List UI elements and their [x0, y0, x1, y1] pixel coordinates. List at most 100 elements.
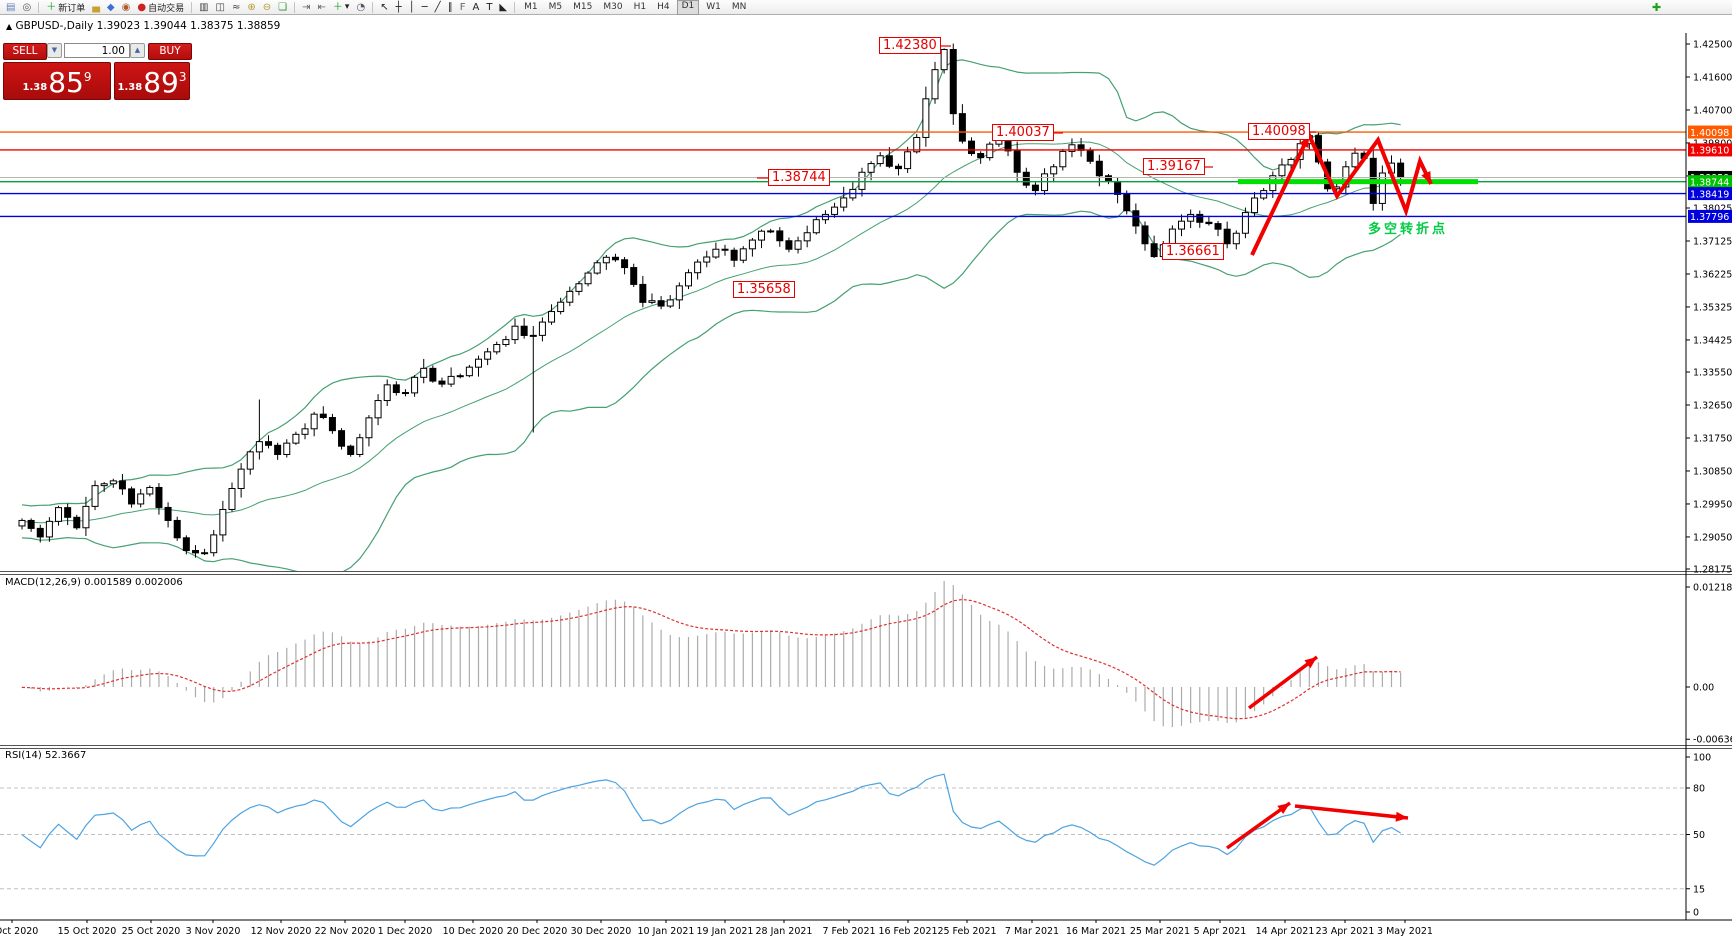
search-icon[interactable]: ◎ — [20, 1, 33, 14]
indicators-icon[interactable]: ＋ ▾ — [331, 1, 352, 14]
svg-text:1.37125: 1.37125 — [1693, 236, 1732, 247]
vline-icon[interactable]: │ — [407, 1, 417, 14]
trendline-icon[interactable]: ╱ — [433, 1, 443, 14]
timeframe-m30-button[interactable]: M30 — [603, 1, 623, 12]
autotrading-icon-label: 自动交易 — [148, 3, 185, 14]
svg-text:7 Feb 2021: 7 Feb 2021 — [822, 926, 875, 937]
buy-price-button[interactable]: 1.38 89 3 — [114, 62, 190, 100]
sell-price-button[interactable]: 1.38 85 9 — [3, 62, 111, 100]
svg-text:1.40700: 1.40700 — [1693, 105, 1732, 116]
cn-turning-point-note[interactable]: 多空转折点 — [1368, 222, 1449, 237]
zoom-out-icon[interactable]: ⊖ — [261, 1, 273, 14]
timeframe-m1-button[interactable]: M1 — [524, 1, 538, 12]
indicators-icon: ＋ — [332, 1, 343, 13]
axes: 1.425001.416001.407001.398001.389001.380… — [0, 33, 1732, 937]
timeframe-m5-button[interactable]: M5 — [548, 1, 563, 12]
svg-text:1 Dec 2020: 1 Dec 2020 — [378, 926, 433, 937]
buy-price-small: 1.38 — [117, 82, 143, 93]
timeframe-m15-button[interactable]: M15 — [573, 1, 593, 12]
new-order-icon[interactable]: ＋新订单 — [44, 1, 87, 14]
toolbar-separator — [38, 1, 40, 13]
price-label-1-35658[interactable]: 1.35658 — [733, 281, 795, 298]
price-label-1-42380[interactable]: 1.42380 — [879, 37, 941, 54]
svg-text:1.35325: 1.35325 — [1693, 302, 1732, 313]
sell-button[interactable]: SELL — [3, 43, 47, 60]
chart-title: ▲ GBPUSD-,Daily 1.39023 1.39044 1.38375 … — [6, 20, 280, 32]
svg-text:80: 80 — [1693, 784, 1705, 795]
period-icon: ◔ — [356, 1, 366, 13]
toolbar-separator — [514, 1, 516, 13]
price-label-1-38744[interactable]: 1.38744 — [768, 169, 830, 186]
signals-icon[interactable]: ◉ — [120, 1, 133, 14]
price-label-1-36661[interactable]: 1.36661 — [1162, 243, 1224, 260]
add-chart-icon[interactable]: ✚ — [1652, 1, 1662, 14]
hline-icon: ─ — [421, 1, 428, 13]
svg-text:23 Apr 2021: 23 Apr 2021 — [1316, 926, 1375, 937]
volume-input[interactable] — [64, 43, 130, 58]
svg-text:14 Apr 2021: 14 Apr 2021 — [1256, 926, 1315, 937]
price-label-1-40037[interactable]: 1.40037 — [992, 124, 1054, 141]
autotrading-icon[interactable]: ● 自动交易 — [135, 1, 186, 14]
svg-text:1.38025: 1.38025 — [1693, 204, 1732, 215]
line-chart-icon: ≈ — [232, 1, 241, 13]
shapes-icon[interactable]: ◣ — [497, 1, 509, 14]
buy-button[interactable]: BUY — [148, 43, 192, 60]
volume-down-button[interactable]: ▼ — [47, 43, 62, 58]
symbol-period-label: GBPUSD-,Daily — [15, 20, 94, 32]
label-icon[interactable]: T — [484, 1, 494, 14]
channel-icon[interactable]: ∥ — [446, 1, 455, 14]
svg-text:25 Oct 2020: 25 Oct 2020 — [122, 926, 181, 937]
svg-text:5 Oct 2020: 5 Oct 2020 — [0, 926, 38, 937]
autoscroll-icon[interactable]: ⇥ — [300, 1, 312, 14]
chart-shift-icon[interactable]: ⇤ — [316, 1, 328, 14]
text-icon[interactable]: A — [470, 1, 481, 14]
period-icon[interactable]: ◔ — [354, 1, 367, 14]
hline-icon[interactable]: ─ — [420, 1, 430, 14]
chart-window-icon: ▤ — [6, 1, 16, 13]
drawn-arrows[interactable] — [757, 45, 1433, 850]
market-icon[interactable]: ◆ — [105, 1, 117, 14]
svg-text:0: 0 — [1693, 908, 1699, 919]
history-center-icon[interactable]: ▄ — [90, 1, 102, 14]
fibonacci-icon: F — [459, 1, 466, 13]
ohlc-quotes-label: 1.39023 1.39044 1.38375 1.38859 — [96, 20, 281, 32]
macd-signal-line — [21, 598, 1401, 720]
timeframe-h4-button[interactable]: H4 — [657, 1, 670, 12]
line-chart-icon[interactable]: ≈ — [230, 1, 242, 14]
svg-text:22 Nov 2020: 22 Nov 2020 — [315, 926, 376, 937]
timeframe-mn-button[interactable]: MN — [731, 1, 747, 12]
zoom-in-icon[interactable]: ⊕ — [245, 1, 257, 14]
cursor-icon[interactable]: ↖ — [378, 1, 390, 14]
bar-chart-icon[interactable]: ▥ — [197, 1, 210, 14]
svg-text:1.42500: 1.42500 — [1693, 40, 1732, 51]
autoscroll-icon: ⇥ — [302, 1, 311, 13]
price-label-1-39167[interactable]: 1.39167 — [1143, 158, 1205, 175]
collapse-arrow-icon[interactable]: ▲ — [6, 22, 13, 31]
svg-text:15: 15 — [1693, 884, 1705, 895]
fibonacci-icon[interactable]: F — [458, 1, 468, 14]
crosshair-icon[interactable]: ┼ — [394, 1, 404, 14]
svg-text:1.29950: 1.29950 — [1693, 499, 1732, 510]
main-zigzag-arrow — [1250, 130, 1433, 256]
text-icon: A — [472, 1, 480, 13]
new-order-icon: ＋ — [46, 1, 57, 13]
timeframe-d1-button[interactable]: D1 — [676, 0, 700, 15]
svg-text:1.28175: 1.28175 — [1693, 565, 1732, 576]
sell-price-big: 85 — [48, 66, 84, 99]
timeframe-h1-button[interactable]: H1 — [633, 1, 647, 12]
rsi-header: RSI(14) 52.3667 — [5, 750, 87, 761]
volume-up-button[interactable]: ▲ — [130, 43, 145, 58]
tile-windows-icon[interactable]: ❏ — [276, 1, 289, 14]
svg-text:0.00: 0.00 — [1693, 683, 1714, 694]
chart-window-icon[interactable]: ▤ — [4, 1, 17, 14]
timeframe-w1-button[interactable]: W1 — [706, 1, 721, 12]
svg-text:10 Dec 2020: 10 Dec 2020 — [443, 926, 504, 937]
price-label-1-40098[interactable]: 1.40098 — [1248, 123, 1310, 140]
svg-text:15 Oct 2020: 15 Oct 2020 — [58, 926, 117, 937]
candle-chart-icon[interactable]: ◫ — [214, 1, 227, 14]
svg-text:25 Mar 2021: 25 Mar 2021 — [1130, 926, 1190, 937]
svg-text:5 Apr 2021: 5 Apr 2021 — [1194, 926, 1247, 937]
svg-text:1.32650: 1.32650 — [1693, 401, 1732, 412]
